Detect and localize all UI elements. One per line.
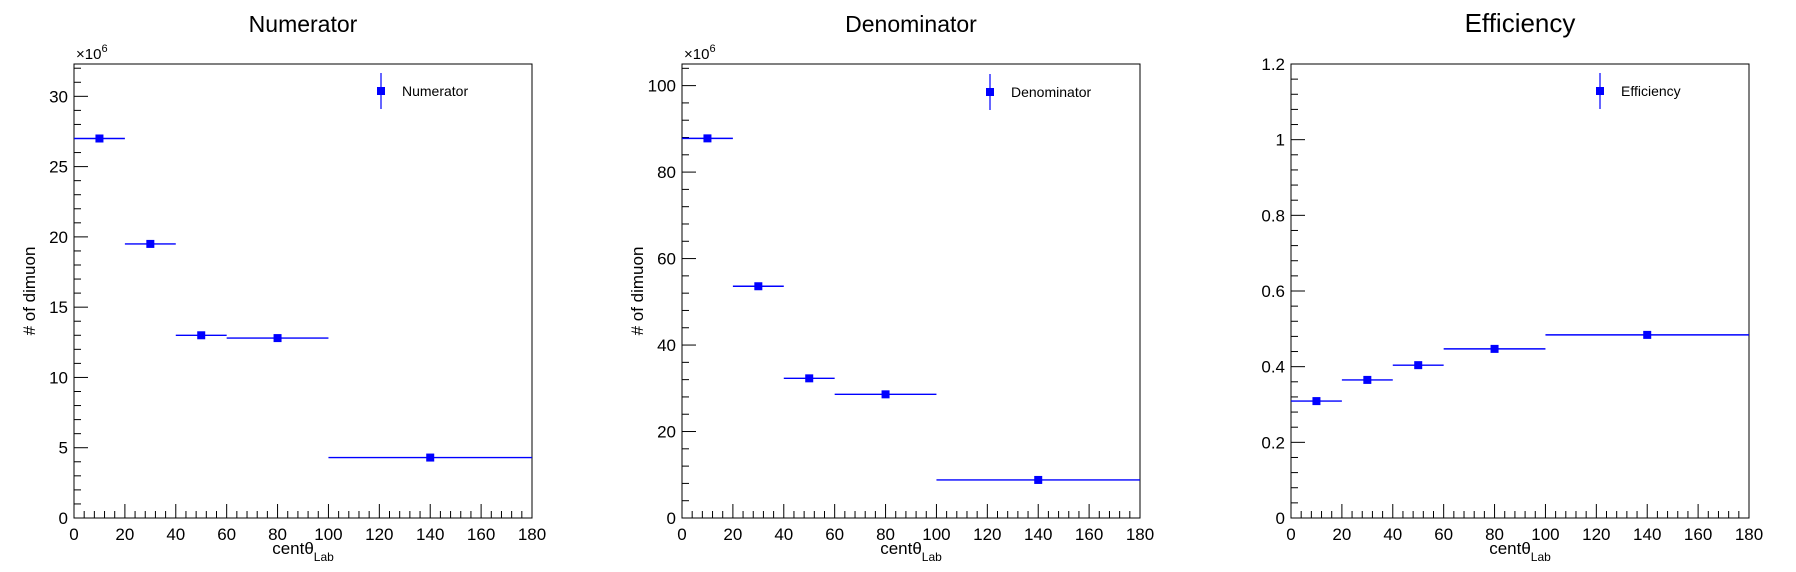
x-tick-label: 100	[314, 525, 342, 544]
x-tick-label: 20	[1332, 525, 1351, 544]
x-tick-label: 80	[268, 525, 287, 544]
y-tick-label: 0.4	[1261, 358, 1285, 377]
y-tick-label: 0	[59, 509, 68, 528]
data-point	[146, 239, 155, 248]
x-tick-label: 80	[876, 525, 895, 544]
data-point	[1034, 475, 1043, 484]
data-point	[703, 134, 712, 143]
data-point	[754, 282, 763, 291]
chart-title: Efficiency	[1465, 8, 1576, 38]
x-tick-label: 180	[1126, 525, 1154, 544]
x-tick-label: 180	[518, 525, 546, 544]
legend-label: Efficiency	[1621, 83, 1681, 99]
plot-frame	[1290, 63, 1750, 519]
data-point	[805, 374, 814, 383]
data-point	[197, 331, 206, 340]
y-tick-label: 80	[657, 163, 676, 182]
y-exponent-label: ×106	[684, 43, 716, 63]
legend: Numerator	[377, 73, 468, 109]
y-tick-label: 5	[59, 439, 68, 458]
x-tick-label: 100	[1531, 525, 1559, 544]
x-tick-label: 60	[1434, 525, 1453, 544]
legend-marker	[377, 87, 385, 95]
legend: Denominator	[986, 74, 1091, 110]
y-axis-label: # of dimuon	[628, 247, 647, 336]
x-tick-label: 140	[416, 525, 444, 544]
y-tick-label: 1	[1276, 131, 1285, 150]
y-axis-label: # of dimuon	[20, 247, 39, 336]
y-tick-label: 25	[49, 158, 68, 177]
y-tick-label: 15	[49, 298, 68, 317]
x-tick-label: 40	[774, 525, 793, 544]
x-tick-label: 20	[115, 525, 134, 544]
legend-marker	[986, 88, 994, 96]
y-tick-label: 20	[657, 423, 676, 442]
x-tick-label: 0	[69, 525, 78, 544]
chart-panel-2: Denominator 0 20 40 60 80 100 120 140 160 180 0 20 40…	[628, 11, 1154, 564]
data-point	[1490, 344, 1499, 353]
y-tick-label: 0	[667, 509, 676, 528]
chart-title: Numerator	[249, 11, 358, 37]
x-tick-label: 0	[677, 525, 686, 544]
x-tick-label: 120	[365, 525, 393, 544]
y-tick-label: 40	[657, 336, 676, 355]
legend-label: Numerator	[402, 83, 468, 99]
data-point	[1312, 397, 1321, 406]
data-point	[426, 453, 435, 462]
x-axis-label-subscript: Lab	[922, 550, 942, 564]
y-tick-label: 0.8	[1261, 206, 1285, 225]
chart-panel-3: Efficiency 0 20 40 60 80 100 120 140 160 180 0 0.2 0.…	[1261, 8, 1763, 564]
x-tick-label: 80	[1485, 525, 1504, 544]
y-tick-label: 100	[648, 77, 676, 96]
y-tick-label: 1.2	[1261, 55, 1285, 74]
x-tick-label: 140	[1633, 525, 1661, 544]
y-tick-label: 0	[1276, 509, 1285, 528]
x-tick-label: 120	[973, 525, 1001, 544]
plot-frame	[681, 63, 1141, 519]
y-tick-label: 0.6	[1261, 282, 1285, 301]
y-tick-label: 30	[49, 87, 68, 106]
x-tick-label: 160	[467, 525, 495, 544]
x-tick-label: 20	[723, 525, 742, 544]
y-exponent-power: 6	[709, 43, 715, 55]
x-tick-label: 40	[1383, 525, 1402, 544]
y-tick-label: 20	[49, 228, 68, 247]
x-tick-label: 0	[1286, 525, 1295, 544]
x-tick-label: 40	[166, 525, 185, 544]
y-exponent-power: 6	[101, 43, 107, 55]
chart-title: Denominator	[845, 11, 977, 37]
data-point	[1363, 375, 1372, 384]
x-tick-label: 60	[825, 525, 844, 544]
data-point	[95, 134, 104, 143]
legend-label: Denominator	[1011, 84, 1091, 100]
plot-frame	[73, 63, 533, 519]
legend-marker	[1596, 87, 1604, 95]
x-tick-label: 100	[922, 525, 950, 544]
x-tick-label: 120	[1582, 525, 1610, 544]
x-tick-label: 160	[1075, 525, 1103, 544]
legend: Efficiency	[1596, 73, 1681, 109]
x-axis-label-subscript: Lab	[1531, 550, 1551, 564]
y-exponent-label: ×106	[76, 43, 108, 63]
x-tick-label: 140	[1024, 525, 1052, 544]
y-tick-label: 0.2	[1261, 433, 1285, 452]
x-tick-label: 160	[1684, 525, 1712, 544]
x-tick-label: 60	[217, 525, 236, 544]
x-axis-label-subscript: Lab	[314, 550, 334, 564]
data-point	[1414, 361, 1423, 370]
y-tick-label: 60	[657, 250, 676, 269]
data-point	[881, 390, 890, 399]
chart-panel-1: Numerator 0 20 40 60 80 100 120 140 160 180 0 5 10 15 2…	[20, 11, 546, 564]
data-point	[1643, 330, 1652, 339]
data-point	[273, 334, 282, 343]
x-tick-label: 180	[1735, 525, 1763, 544]
y-tick-label: 10	[49, 368, 68, 387]
